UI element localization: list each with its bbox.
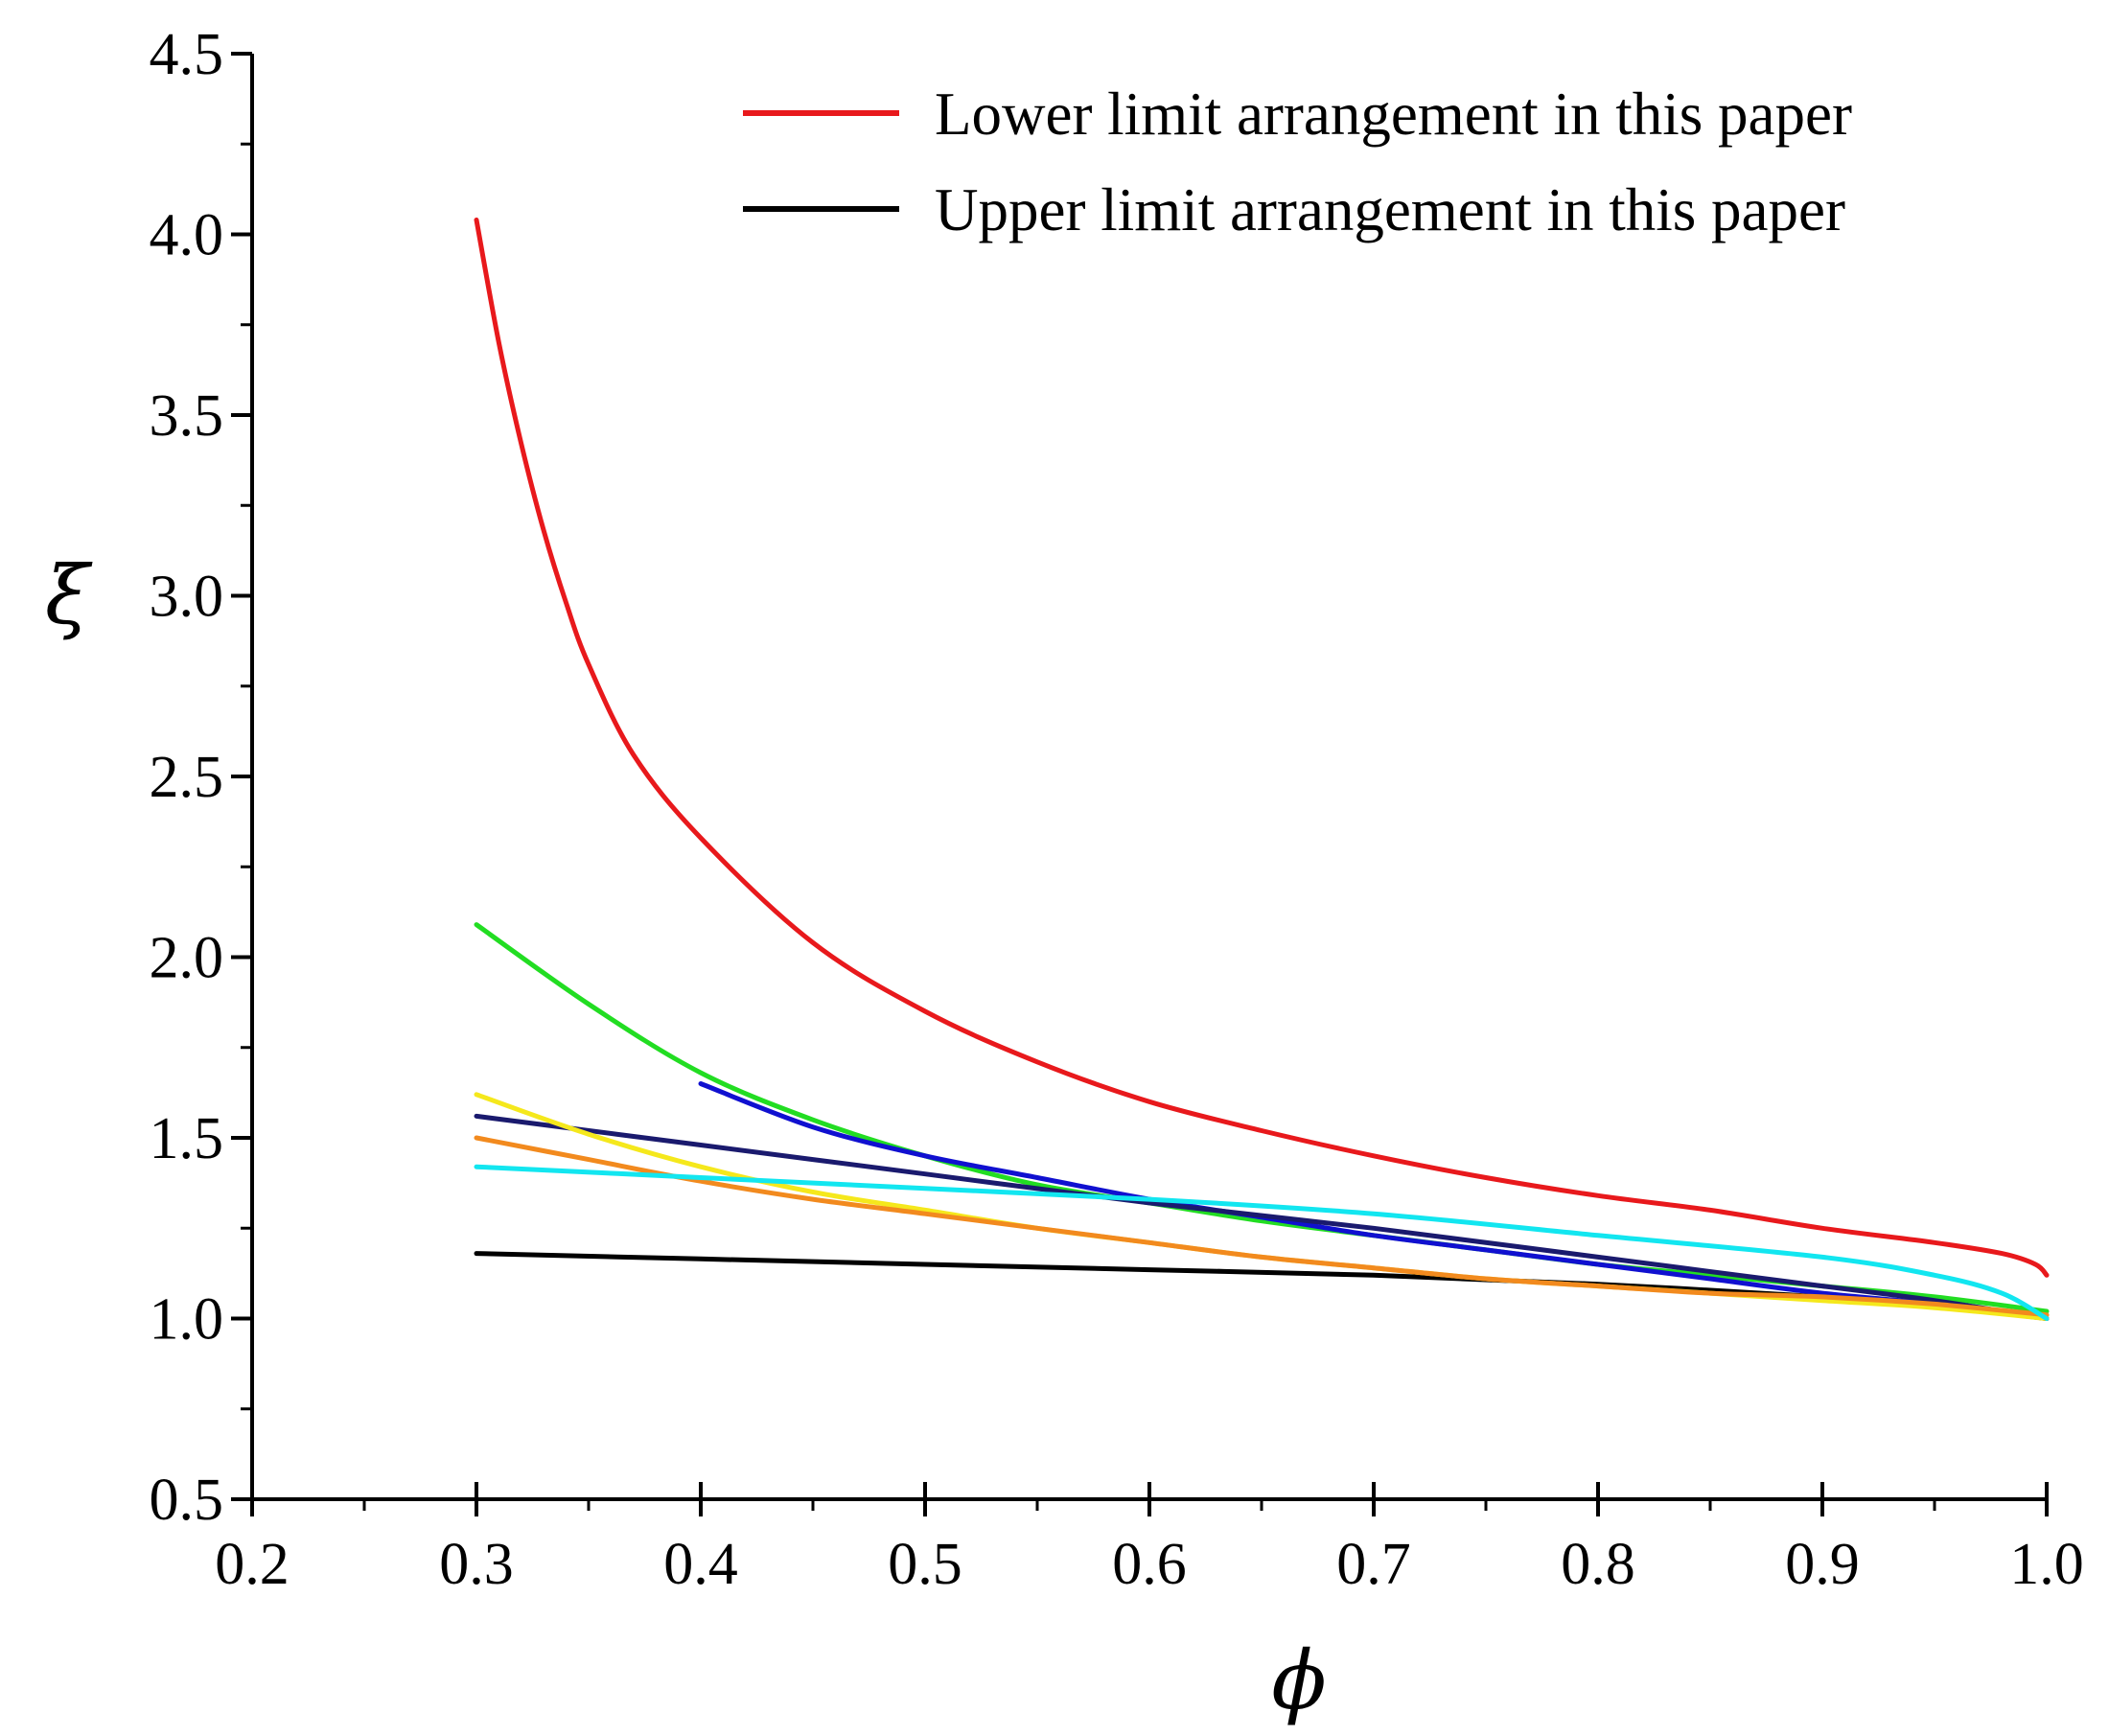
x-tick-label: 0.6 bbox=[1112, 1532, 1187, 1597]
y-tick-label: 3.0 bbox=[150, 565, 224, 630]
y-tick-label: 1.0 bbox=[150, 1287, 224, 1353]
series-layer bbox=[474, 217, 2050, 1321]
y-tick-label: 2.0 bbox=[150, 926, 224, 991]
x-tick-label: 0.9 bbox=[1785, 1532, 1860, 1597]
x-tick-label: 0.4 bbox=[663, 1532, 738, 1597]
series-line-7 bbox=[474, 1164, 2050, 1321]
x-tick-label: 0.3 bbox=[439, 1532, 514, 1597]
x-axis-title: ϕ bbox=[1271, 1633, 1326, 1727]
legend-label-0: Lower limit arrangement in this paper bbox=[935, 81, 1852, 148]
ticks bbox=[231, 52, 2049, 1516]
x-tick-label: 1.0 bbox=[2009, 1532, 2084, 1597]
y-tick-label: 4.0 bbox=[150, 203, 224, 268]
series-line-3 bbox=[698, 1081, 2050, 1321]
x-tick-label: 0.2 bbox=[215, 1532, 290, 1597]
y-tick-label: 2.5 bbox=[150, 745, 224, 810]
legend: Lower limit arrangement in this paper Upp… bbox=[743, 81, 1852, 243]
y-tick-label: 4.5 bbox=[150, 22, 224, 87]
series-line-4 bbox=[474, 1113, 2050, 1321]
legend-label-1: Upper limit arrangement in this paper bbox=[935, 176, 1845, 243]
y-tick-label: 1.5 bbox=[150, 1106, 224, 1171]
x-tick-label: 0.7 bbox=[1336, 1532, 1411, 1597]
y-tick-label: 3.5 bbox=[150, 383, 224, 449]
tick-labels: 0.2 0.3 0.4 0.5 0.6 0.7 0.8 0.9 1.0 0.5 1.0 1.5 2.0 2… bbox=[150, 22, 2084, 1597]
x-tick-label: 0.5 bbox=[888, 1532, 962, 1597]
y-axis-title: ξ bbox=[45, 548, 93, 642]
x-tick-label: 0.8 bbox=[1561, 1532, 1635, 1597]
series-line-0 bbox=[474, 217, 2050, 1278]
series-line-6 bbox=[474, 1135, 2050, 1318]
series-line-2 bbox=[474, 922, 2050, 1314]
y-tick-label: 0.5 bbox=[150, 1468, 224, 1533]
